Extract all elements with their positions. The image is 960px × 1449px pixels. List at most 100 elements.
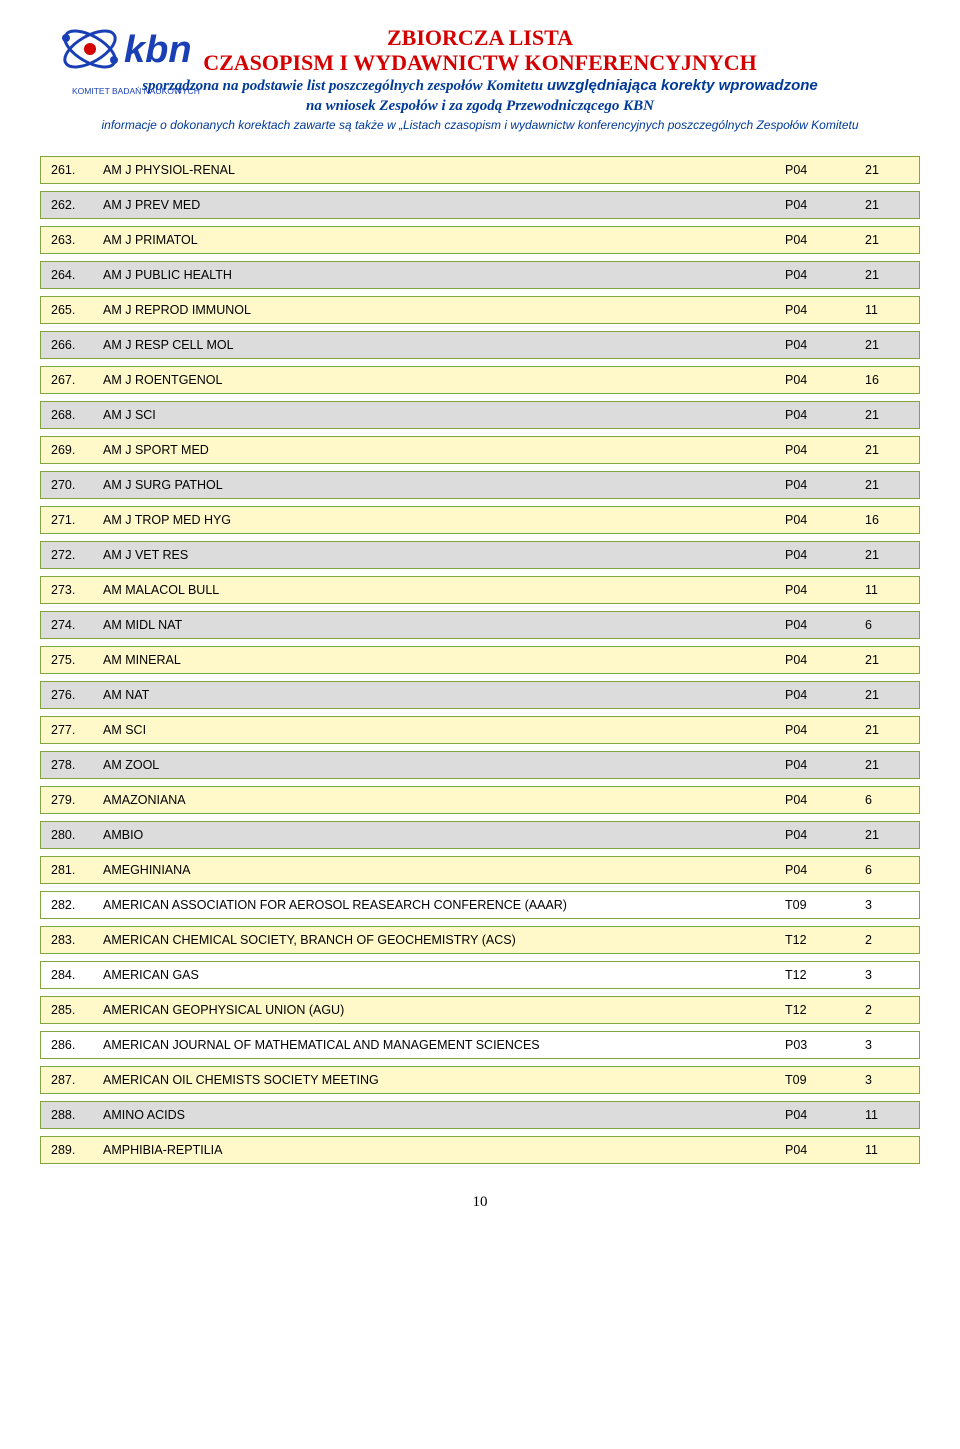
journal-name: AMERICAN ASSOCIATION FOR AEROSOL REASEAR… — [97, 892, 779, 918]
table-row: 285.AMERICAN GEOPHYSICAL UNION (AGU)T122 — [40, 996, 920, 1024]
row-number: 269. — [41, 437, 97, 463]
table-row: 278.AM ZOOLP0421 — [40, 751, 920, 779]
row-number: 287. — [41, 1067, 97, 1093]
table-row: 275.AM MINERALP0421 — [40, 646, 920, 674]
journal-name: AMEGHINIANA — [97, 857, 779, 883]
table-row: 277.AM SCIP0421 — [40, 716, 920, 744]
journal-code: P04 — [779, 192, 859, 218]
table-row: 274.AM MIDL NATP046 — [40, 611, 920, 639]
journal-code: P04 — [779, 542, 859, 568]
row-number: 267. — [41, 367, 97, 393]
journal-score: 21 — [859, 472, 919, 498]
table-row: 268.AM J SCIP0421 — [40, 401, 920, 429]
journal-name: AM NAT — [97, 682, 779, 708]
table-row: 276.AM NATP0421 — [40, 681, 920, 709]
row-number: 288. — [41, 1102, 97, 1128]
journal-code: P04 — [779, 822, 859, 848]
journal-code: P04 — [779, 787, 859, 813]
logo: kbn KOMITET BADAŃ NAUKOWYCH — [52, 14, 222, 109]
journal-code: P04 — [779, 367, 859, 393]
journal-score: 3 — [859, 1032, 919, 1058]
journal-name: AM J PHYSIOL-RENAL — [97, 157, 779, 183]
table-row: 267.AM J ROENTGENOLP0416 — [40, 366, 920, 394]
row-number: 273. — [41, 577, 97, 603]
journal-name: AM J SCI — [97, 402, 779, 428]
journal-code: P04 — [779, 752, 859, 778]
journal-code: P04 — [779, 262, 859, 288]
journal-name: AM J PUBLIC HEALTH — [97, 262, 779, 288]
journal-score: 21 — [859, 262, 919, 288]
journal-score: 11 — [859, 1102, 919, 1128]
table-row: 269.AM J SPORT MEDP0421 — [40, 436, 920, 464]
journal-score: 21 — [859, 752, 919, 778]
journal-name: AM J TROP MED HYG — [97, 507, 779, 533]
row-number: 286. — [41, 1032, 97, 1058]
journal-code: P04 — [779, 717, 859, 743]
journal-code: T12 — [779, 997, 859, 1023]
journal-code: P04 — [779, 227, 859, 253]
page-number: 10 — [40, 1194, 920, 1211]
journal-name: AM J SURG PATHOL — [97, 472, 779, 498]
journal-name: AM J ROENTGENOL — [97, 367, 779, 393]
table-row: 289.AMPHIBIA-REPTILIAP0411 — [40, 1136, 920, 1164]
row-number: 261. — [41, 157, 97, 183]
table-row: 279.AMAZONIANAP046 — [40, 786, 920, 814]
row-number: 270. — [41, 472, 97, 498]
row-number: 280. — [41, 822, 97, 848]
row-number: 271. — [41, 507, 97, 533]
table-row: 265.AM J REPROD IMMUNOLP0411 — [40, 296, 920, 324]
journal-score: 6 — [859, 612, 919, 638]
journal-name: AMAZONIANA — [97, 787, 779, 813]
journal-score: 3 — [859, 892, 919, 918]
journal-score: 21 — [859, 647, 919, 673]
journal-code: T09 — [779, 892, 859, 918]
row-number: 262. — [41, 192, 97, 218]
row-number: 268. — [41, 402, 97, 428]
table-row: 280.AMBIOP0421 — [40, 821, 920, 849]
row-number: 266. — [41, 332, 97, 358]
journal-score: 2 — [859, 997, 919, 1023]
journal-name: AM J SPORT MED — [97, 437, 779, 463]
journal-score: 11 — [859, 577, 919, 603]
subtitle-1b: uwzględniająca korekty wprowadzone — [547, 77, 818, 94]
journal-code: P04 — [779, 682, 859, 708]
journal-code: T12 — [779, 927, 859, 953]
journal-name: AMPHIBIA-REPTILIA — [97, 1137, 779, 1163]
journal-name: AM SCI — [97, 717, 779, 743]
logo-subtext: KOMITET BADAŃ NAUKOWYCH — [72, 86, 200, 96]
journal-name: AMINO ACIDS — [97, 1102, 779, 1128]
journal-score: 16 — [859, 367, 919, 393]
journal-score: 21 — [859, 822, 919, 848]
journal-code: P04 — [779, 402, 859, 428]
journal-score: 6 — [859, 787, 919, 813]
journal-score: 21 — [859, 717, 919, 743]
table-row: 262.AM J PREV MEDP0421 — [40, 191, 920, 219]
journal-name: AM J REPROD IMMUNOL — [97, 297, 779, 323]
row-number: 283. — [41, 927, 97, 953]
row-number: 285. — [41, 997, 97, 1023]
journal-code: P04 — [779, 472, 859, 498]
journal-score: 11 — [859, 1137, 919, 1163]
journal-code: P04 — [779, 577, 859, 603]
journal-name: AM J VET RES — [97, 542, 779, 568]
row-number: 277. — [41, 717, 97, 743]
row-number: 275. — [41, 647, 97, 673]
table-row: 263.AM J PRIMATOLP0421 — [40, 226, 920, 254]
row-number: 274. — [41, 612, 97, 638]
table-row: 286.AMERICAN JOURNAL OF MATHEMATICAL AND… — [40, 1031, 920, 1059]
journal-score: 2 — [859, 927, 919, 953]
table-row: 270.AM J SURG PATHOLP0421 — [40, 471, 920, 499]
table-row: 288.AMINO ACIDSP0411 — [40, 1101, 920, 1129]
header-note: informacje o dokonanych korektach zawart… — [40, 118, 920, 132]
journal-name: AM MIDL NAT — [97, 612, 779, 638]
row-number: 281. — [41, 857, 97, 883]
journal-code: T09 — [779, 1067, 859, 1093]
journal-code: P04 — [779, 332, 859, 358]
table-row: 287.AMERICAN OIL CHEMISTS SOCIETY MEETIN… — [40, 1066, 920, 1094]
journal-name: AMERICAN GEOPHYSICAL UNION (AGU) — [97, 997, 779, 1023]
row-number: 278. — [41, 752, 97, 778]
table-row: 264.AM J PUBLIC HEALTHP0421 — [40, 261, 920, 289]
journal-code: P04 — [779, 857, 859, 883]
journal-name: AMERICAN OIL CHEMISTS SOCIETY MEETING — [97, 1067, 779, 1093]
table-row: 271.AM J TROP MED HYGP0416 — [40, 506, 920, 534]
